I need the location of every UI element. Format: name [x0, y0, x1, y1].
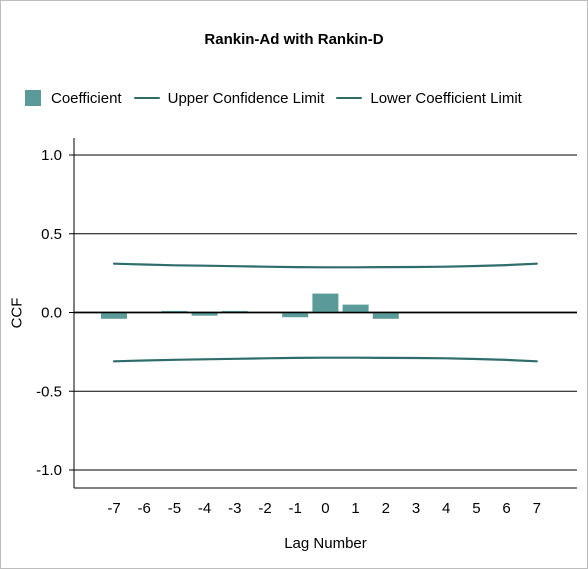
- x-tick-label: -3: [228, 500, 241, 517]
- x-tick-label: -5: [168, 500, 181, 517]
- legend-label-upper-limit: Upper Confidence Limit: [167, 89, 325, 107]
- x-tick-label: 3: [412, 500, 420, 517]
- legend-item-lower-limit: Lower Coefficient Limit: [336, 89, 522, 107]
- legend-swatch-upper-limit: [133, 97, 160, 99]
- x-axis-label: Lag Number: [284, 535, 367, 552]
- x-tick-label: -6: [138, 500, 151, 517]
- legend-item-upper-limit: Upper Confidence Limit: [133, 89, 325, 107]
- legend-swatch-coefficient: [25, 90, 41, 106]
- x-tick-label: -4: [198, 500, 211, 517]
- x-tick-label: 1: [351, 500, 359, 517]
- coefficient-bar: [191, 312, 218, 316]
- x-tick-label: 7: [533, 500, 541, 517]
- x-tick-label: -1: [289, 500, 302, 517]
- coefficient-bar: [101, 312, 127, 319]
- coefficient-bar: [342, 304, 369, 313]
- chart-legend: Coefficient Upper Confidence Limit Lower…: [25, 87, 534, 109]
- legend-label-coefficient: Coefficient: [51, 89, 122, 107]
- legend-label-lower-limit: Lower Coefficient Limit: [370, 89, 522, 107]
- x-tick-label: -7: [107, 500, 120, 517]
- y-tick-label: 0.5: [41, 226, 62, 243]
- y-axis-label: CCF: [8, 297, 26, 329]
- chart-title: Rankin-Ad with Rankin-D: [204, 31, 384, 48]
- y-tick-label: 0.0: [41, 305, 62, 322]
- coefficient-bar: [312, 293, 339, 313]
- y-tick-label: -1.0: [36, 462, 62, 479]
- upper-confidence-line: [112, 262, 538, 269]
- x-tick-label: 5: [472, 500, 480, 517]
- legend-item-coefficient: Coefficient: [25, 90, 122, 107]
- y-tick-label: -0.5: [36, 383, 62, 400]
- x-tick-label: -2: [258, 500, 271, 517]
- legend-swatch-lower-limit: [336, 97, 363, 99]
- coefficient-bar: [282, 312, 309, 318]
- lower-limit-line: [112, 356, 538, 363]
- y-tick-label: 1.0: [41, 147, 62, 164]
- x-tick-label: 6: [502, 500, 510, 517]
- x-tick-label: 4: [442, 500, 450, 517]
- coefficient-bar: [372, 312, 399, 319]
- x-tick-label: 0: [321, 500, 329, 517]
- x-tick-label: 2: [382, 500, 390, 517]
